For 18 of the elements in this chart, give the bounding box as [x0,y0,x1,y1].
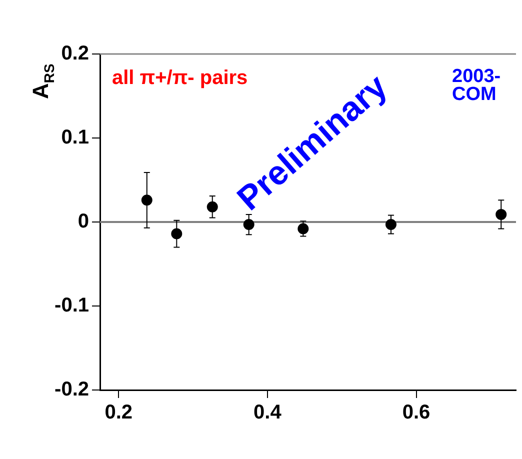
point [496,208,507,220]
point [243,219,254,230]
point [206,201,218,212]
annotation: COM [452,84,496,105]
x-tick-label: 0.6 [402,402,430,424]
y-tick-label: 0 [78,210,89,233]
x-tick-label: 0.4 [254,402,282,424]
y-tick-label: 0.1 [61,126,89,149]
annotation: 2003- [452,66,501,87]
y-tick-label: -0.1 [54,294,89,317]
point [298,223,309,234]
point [171,228,182,240]
point [385,219,396,230]
y-tick-label: 0.2 [61,42,89,65]
y-tick-label: -0.2 [54,378,89,401]
y-axis-title: ARS [28,64,57,99]
x-tick-label: 0.2 [104,402,133,424]
point [141,194,152,206]
